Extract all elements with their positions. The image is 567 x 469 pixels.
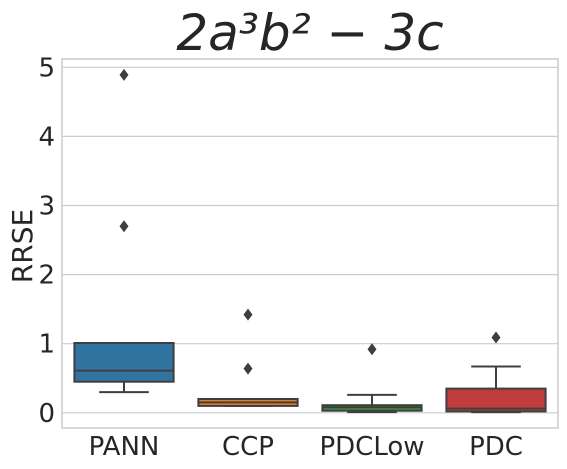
x-tick-label: PDCLow [319,432,424,462]
y-tick-label: 3 [38,191,55,221]
y-tick-label: 4 [38,122,55,152]
outlier-point [119,220,129,233]
box-ccp [197,308,299,407]
box-pdclow [321,343,423,414]
y-tick-label: 5 [38,53,55,83]
y-tick-label: 2 [38,261,55,291]
x-tick-label: PANN [89,432,160,462]
box-pann [73,68,175,394]
y-axis-label: RRSE [6,209,39,283]
box-pdc [445,331,547,414]
iqr-box [73,342,175,383]
outlier-point [367,343,377,356]
x-tick-label: PDC [469,432,523,462]
outlier-point [491,331,501,344]
y-tick-label: 0 [38,399,55,429]
outlier-point [119,68,129,81]
x-tick-label: CCP [222,432,274,462]
iqr-box [445,387,547,413]
y-tick-labels: 0 1 2 3 4 5 [38,53,55,429]
boxes-group [73,68,547,414]
outlier-point [243,308,253,321]
x-tick-labels: PANN CCP PDCLow PDC [89,432,523,462]
y-tick-label: 1 [38,330,55,360]
plot-frame [61,58,559,429]
outlier-point [243,362,253,375]
chart-title: 2a³b² − 3c [176,4,443,62]
